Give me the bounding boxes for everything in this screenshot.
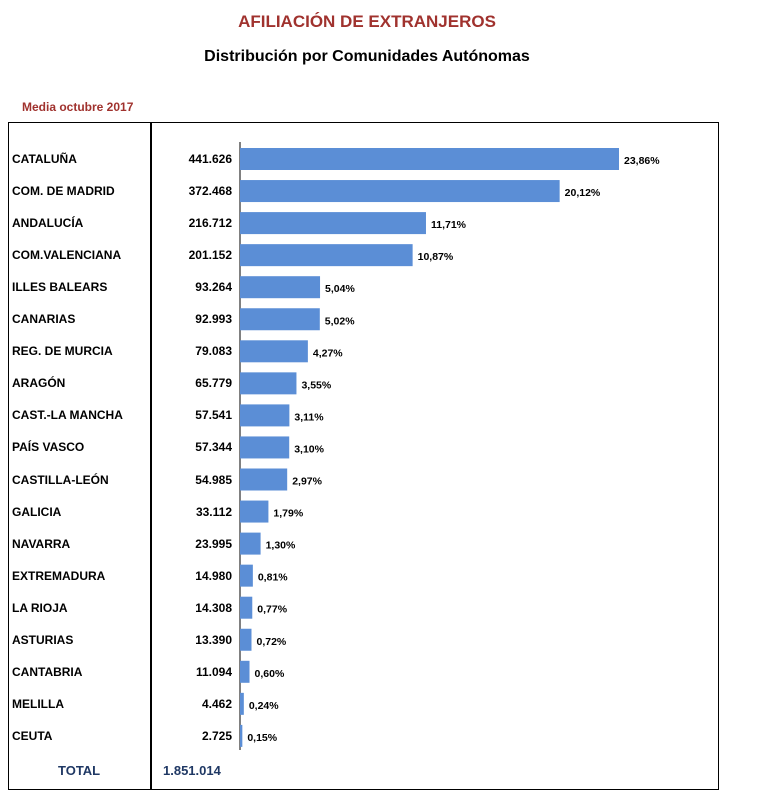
bar <box>240 500 269 523</box>
chart-subtitle: Distribución por Comunidades Autónomas <box>204 48 530 65</box>
bar <box>240 692 244 715</box>
bar <box>240 436 290 459</box>
row-value: 54.985 <box>195 472 232 487</box>
pct-label: 23,86% <box>624 155 660 167</box>
row-value: 57.541 <box>195 408 232 423</box>
bar <box>240 372 297 395</box>
row-label: LA RIOJA <box>12 600 68 615</box>
bar <box>240 660 250 683</box>
pct-label: 10,87% <box>418 251 454 263</box>
bars-group: 23,86% 20,12% 11,71% 10,87% 5,04% 5,02% 4,27% 3… <box>240 148 660 747</box>
row-value: 4.462 <box>201 696 232 711</box>
row-value: 23.995 <box>195 536 232 551</box>
bar <box>240 532 261 555</box>
row-value: 33.112 <box>195 504 232 519</box>
row-label: GALICIA <box>12 504 62 519</box>
row-label: NAVARRA <box>12 536 71 551</box>
pct-label: 0,77% <box>257 604 287 616</box>
row-label: PAÍS VASCO <box>12 440 85 455</box>
row-value: 79.083 <box>195 344 232 359</box>
row-label: CATALUÑA <box>12 152 77 166</box>
row-label: CASTILLA-LEÓN <box>12 472 109 487</box>
bar <box>240 276 321 299</box>
bar <box>240 340 308 363</box>
row-label: CANARIAS <box>12 312 76 327</box>
pct-label: 5,02% <box>325 315 355 327</box>
row-value: 216.712 <box>188 216 232 231</box>
pct-label: 5,04% <box>325 283 355 295</box>
row-label: REG. DE MURCIA <box>12 344 113 359</box>
total-value: 1.851.014 <box>163 763 221 778</box>
row-label: MELILLA <box>12 696 64 711</box>
bar <box>240 308 320 331</box>
pct-label: 2,97% <box>292 476 322 488</box>
row-label: ANDALUCÍA <box>12 216 84 231</box>
row-label: COM.VALENCIANA <box>12 248 122 263</box>
row-label: CEUTA <box>12 728 53 743</box>
bar <box>240 628 252 651</box>
pct-label: 0,24% <box>249 700 279 712</box>
row-value: 441.626 <box>188 152 232 166</box>
row-value: 92.993 <box>195 312 232 327</box>
row-label: ASTURIAS <box>12 632 74 647</box>
bar <box>240 148 619 170</box>
pct-label: 0,15% <box>247 732 277 744</box>
pct-label: 3,10% <box>294 443 324 455</box>
row-value: 11.094 <box>195 664 232 679</box>
row-value: 201.152 <box>188 248 232 263</box>
row-value: 13.390 <box>195 632 232 647</box>
pct-label: 20,12% <box>565 187 601 199</box>
pct-label: 0,60% <box>255 668 285 680</box>
pct-label: 1,79% <box>273 508 303 520</box>
pct-label: 3,55% <box>301 379 331 391</box>
pct-label: 3,11% <box>294 411 324 423</box>
bar <box>240 404 290 427</box>
pct-label: 4,27% <box>313 347 343 359</box>
row-label: CAST.-LA MANCHA <box>12 408 123 423</box>
pct-label: 1,30% <box>266 540 296 552</box>
row-label: ARAGÓN <box>12 376 66 391</box>
row-label: EXTREMADURA <box>12 568 106 583</box>
row-value: 14.980 <box>195 568 232 583</box>
bar <box>240 212 426 235</box>
pct-label: 0,81% <box>258 572 288 584</box>
column-divider <box>150 122 152 790</box>
bar <box>240 596 253 619</box>
row-value: 93.264 <box>195 280 232 295</box>
row-label: COM. DE MADRID <box>12 184 115 199</box>
row-value: 372.468 <box>188 184 232 199</box>
bar <box>240 468 288 491</box>
bar <box>240 180 560 203</box>
chart-title: AFILIACIÓN DE EXTRANJEROS <box>238 12 496 31</box>
chart-frame <box>8 122 719 790</box>
pct-label: 11,71% <box>431 219 467 231</box>
bar <box>240 724 243 747</box>
row-value: 14.308 <box>195 600 232 615</box>
total-label: TOTAL <box>58 763 101 778</box>
bar <box>240 244 413 267</box>
row-value: 57.344 <box>195 440 232 455</box>
row-value: 65.779 <box>195 376 232 391</box>
pct-label: 0,72% <box>256 636 286 648</box>
period-label: Media octubre 2017 <box>22 100 134 114</box>
row-label: ILLES BALEARS <box>12 280 108 295</box>
row-value: 2.725 <box>201 728 232 743</box>
bar <box>240 564 253 587</box>
row-label: CANTABRIA <box>12 664 83 679</box>
